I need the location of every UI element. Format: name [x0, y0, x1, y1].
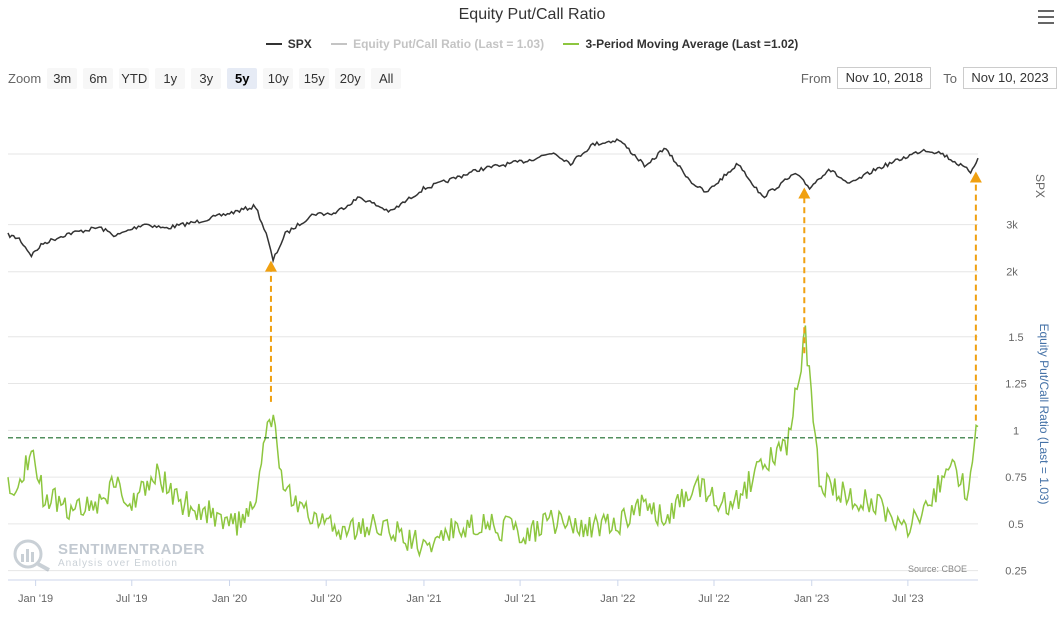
legend-item-put-call-ratio[interactable]: Equity Put/Call Ratio (Last = 1.03): [331, 37, 544, 51]
legend-swatch-put-call-ratio: [331, 43, 348, 45]
spx-series-line: [7, 138, 979, 264]
annotation-arrowhead: [264, 260, 277, 272]
from-label: From: [800, 70, 832, 86]
to-date-input[interactable]: Nov 10, 2023: [963, 67, 1057, 89]
legend-label-put-call-ratio: Equity Put/Call Ratio (Last = 1.03): [353, 37, 545, 51]
x-tick-label: Jan '22: [600, 593, 635, 605]
x-tick-label: Jan '23: [794, 593, 829, 605]
zoom-button-all[interactable]: All: [371, 68, 402, 89]
ratio-tick-label: 1.5: [1008, 332, 1023, 344]
zoom-button-3m[interactable]: 3m: [47, 68, 78, 89]
legend-item-spx[interactable]: SPX: [265, 37, 312, 51]
zoom-button-3y[interactable]: 3y: [191, 68, 222, 89]
logo-wordmark: SENTIMENTRADER: [58, 540, 206, 558]
x-tick-label: Jan '20: [212, 593, 247, 605]
chart-legend: SPX Equity Put/Call Ratio (Last = 1.03) …: [0, 34, 1064, 51]
zoom-button-5y[interactable]: 5y: [227, 68, 258, 89]
moving-average-series-line: [7, 325, 979, 558]
from-date-input[interactable]: Nov 10, 2018: [837, 67, 932, 89]
legend-swatch-spx: [265, 43, 282, 45]
spx-tick-label: 3k: [1006, 220, 1018, 232]
zoom-button-15y[interactable]: 15y: [299, 68, 330, 89]
ratio-axis-title: Equity Put/Call Ratio (Last = 1.03): [1037, 323, 1051, 504]
ratio-tick-label: 0.5: [1008, 519, 1023, 531]
x-tick-label: Jul '21: [504, 593, 535, 605]
zoom-label: Zoom: [8, 71, 42, 86]
legend-label-moving-average: 3-Period Moving Average (Last =1.02): [585, 37, 799, 51]
source-credit: Source: CBOE: [908, 564, 967, 574]
x-tick-label: Jul '22: [698, 593, 729, 605]
zoom-button-10y[interactable]: 10y: [263, 68, 294, 89]
legend-item-moving-average[interactable]: 3-Period Moving Average (Last =1.02): [563, 37, 798, 51]
x-tick-label: Jan '21: [406, 593, 441, 605]
hamburger-menu-icon[interactable]: [1038, 10, 1054, 24]
spx-axis-title: SPX: [1033, 174, 1047, 198]
x-tick-label: Jan '19: [18, 593, 53, 605]
logo-magnifier-icon: [13, 539, 50, 572]
ratio-tick-label: 1.25: [1005, 379, 1026, 391]
ratio-tick-label: 0.25: [1005, 566, 1026, 578]
date-range-selector: From Nov 10, 2018 To Nov 10, 2023: [789, 67, 1057, 89]
annotation-arrowhead: [969, 171, 982, 183]
zoom-button-20y[interactable]: 20y: [335, 68, 366, 89]
legend-label-spx: SPX: [287, 37, 312, 51]
to-label: To: [943, 70, 957, 86]
x-tick-label: Jul '20: [310, 593, 341, 605]
sentimentrader-logo: SENTIMENTRADER Analysis over Emotion: [12, 538, 205, 572]
zoom-selector: Zoom 3m 6m YTD 1y 3y 5y 10y 15y 20y All: [8, 68, 407, 89]
annotation-arrowhead: [798, 187, 811, 199]
zoom-button-6m[interactable]: 6m: [83, 68, 114, 89]
legend-swatch-moving-average: [563, 43, 580, 45]
x-tick-label: Jul '19: [116, 593, 147, 605]
logo-tagline: Analysis over Emotion: [58, 557, 178, 569]
zoom-button-ytd[interactable]: YTD: [119, 68, 150, 89]
ratio-tick-label: 0.75: [1005, 472, 1026, 484]
x-tick-label: Jul '23: [892, 593, 923, 605]
chart-title: Equity Put/Call Ratio: [458, 6, 606, 23]
spx-tick-label: 2k: [1006, 267, 1018, 279]
zoom-button-1y[interactable]: 1y: [155, 68, 186, 89]
ratio-tick-label: 1: [1013, 425, 1019, 437]
